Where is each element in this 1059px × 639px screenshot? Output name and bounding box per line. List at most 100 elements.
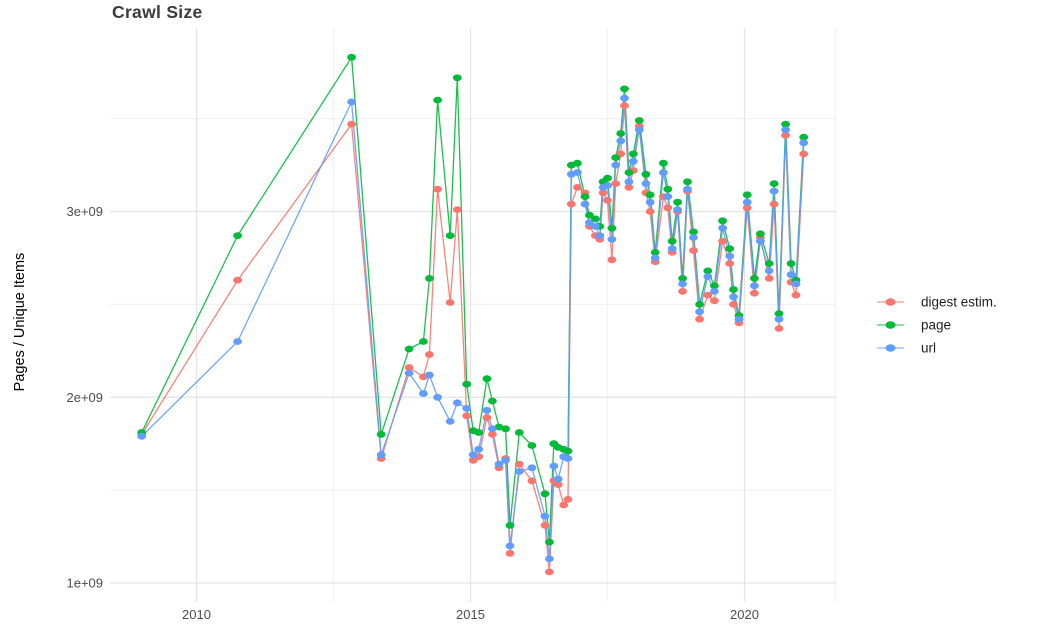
chart-title: Crawl Size	[112, 2, 203, 22]
data-point	[645, 208, 655, 215]
data-point	[663, 204, 673, 212]
data-point	[799, 133, 809, 141]
data-point	[559, 501, 569, 509]
data-point	[501, 457, 510, 464]
data-point	[419, 390, 428, 397]
data-point	[734, 315, 744, 323]
data-point	[689, 228, 698, 236]
data-point	[764, 267, 774, 275]
data-point	[663, 193, 673, 201]
data-point	[634, 126, 644, 134]
data-point	[540, 512, 550, 520]
data-point	[376, 431, 386, 438]
data-point	[750, 275, 759, 282]
data-point	[573, 169, 582, 176]
data-point	[678, 288, 687, 295]
data-point	[505, 549, 515, 557]
data-point	[725, 260, 735, 267]
data-point	[663, 185, 673, 193]
data-point	[462, 412, 472, 420]
data-point	[786, 260, 796, 267]
data-point	[718, 217, 727, 225]
data-point	[452, 206, 462, 214]
data-point	[488, 397, 497, 405]
data-point	[603, 182, 612, 189]
data-point	[620, 102, 629, 109]
data-point	[624, 169, 634, 176]
data-point	[781, 120, 790, 128]
data-point	[611, 180, 621, 188]
x-tick-label: 2015	[456, 607, 485, 622]
data-point	[769, 180, 779, 188]
data-point	[563, 455, 573, 462]
data-point	[769, 200, 779, 208]
data-point	[505, 542, 515, 550]
data-point	[620, 85, 629, 93]
data-point	[673, 206, 682, 214]
data-point	[710, 288, 719, 295]
data-point	[540, 522, 550, 529]
data-point	[695, 308, 704, 316]
data-point	[545, 555, 554, 563]
data-point	[347, 120, 356, 128]
data-point	[678, 280, 687, 288]
data-point	[729, 293, 738, 301]
data-point	[527, 442, 537, 449]
data-point	[566, 200, 576, 208]
data-point	[404, 345, 414, 353]
data-point	[695, 301, 704, 308]
data-point	[488, 431, 497, 438]
data-point	[769, 187, 779, 195]
data-point	[433, 185, 442, 193]
data-point	[678, 275, 687, 282]
data-point	[591, 215, 600, 223]
data-point	[624, 178, 634, 186]
legend-label: url	[921, 341, 936, 356]
legend-label: page	[921, 318, 951, 333]
data-point	[607, 224, 617, 232]
data-point	[545, 568, 554, 576]
data-point	[725, 245, 735, 253]
legend-key-point	[885, 298, 896, 306]
data-point	[527, 477, 537, 485]
data-point	[683, 185, 692, 193]
data-point	[580, 200, 590, 208]
data-point	[595, 232, 605, 240]
data-point	[598, 189, 608, 197]
data-point	[756, 230, 765, 238]
data-point	[514, 460, 524, 468]
data-point	[774, 310, 784, 318]
data-point	[774, 315, 784, 323]
data-point	[573, 184, 582, 191]
data-point	[347, 98, 356, 106]
data-point	[474, 429, 484, 436]
data-point	[703, 267, 713, 275]
data-point	[634, 117, 644, 124]
data-point	[764, 275, 774, 282]
x-tick-label: 2020	[730, 607, 759, 622]
data-point	[710, 282, 719, 290]
data-point	[695, 315, 704, 323]
data-point	[419, 338, 428, 345]
data-point	[482, 375, 492, 383]
data-point	[527, 464, 537, 472]
data-point	[488, 425, 497, 433]
data-point	[553, 481, 563, 488]
data-point	[607, 256, 617, 264]
data-point	[611, 161, 621, 169]
data-point	[628, 150, 638, 158]
data-point	[756, 237, 765, 245]
data-point	[540, 490, 550, 498]
y-tick-label: 3e+09	[66, 204, 103, 219]
data-point	[791, 291, 801, 299]
data-point	[433, 393, 442, 401]
data-point	[425, 351, 434, 358]
legend-key-point	[885, 321, 896, 329]
data-point	[645, 191, 655, 199]
data-point	[563, 496, 573, 503]
data-point	[764, 260, 774, 267]
data-point	[799, 139, 809, 147]
data-point	[603, 174, 612, 182]
series-line-page	[141, 56, 805, 543]
